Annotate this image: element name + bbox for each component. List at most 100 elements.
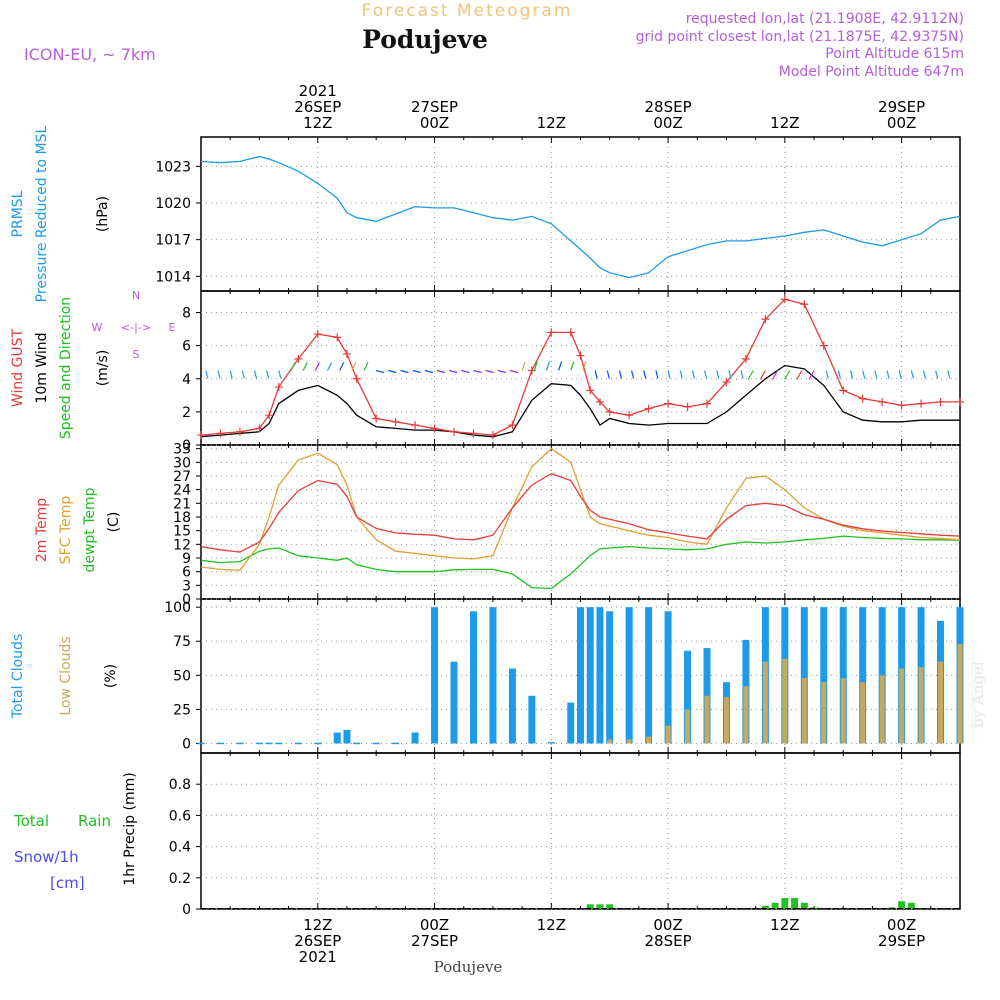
grid-point-coords: grid point closest lon,lat (21.1875E, 42…	[636, 29, 964, 45]
wind-direction-arrow	[618, 370, 623, 379]
y-tick-label: 1023	[155, 159, 191, 175]
wind-direction-arrow	[784, 370, 791, 380]
time-label-top: 28SEP	[645, 98, 692, 116]
bar-total-clouds	[820, 607, 828, 744]
clouds-label-total: Total Clouds	[10, 634, 26, 719]
gust-marker	[508, 421, 517, 430]
bar-total-clouds	[411, 732, 419, 744]
bar-low-clouds	[626, 739, 632, 744]
time-label-bottom: 12Z	[303, 916, 332, 934]
y-tick-label: 6	[182, 339, 191, 355]
wind-direction-arrow	[808, 370, 815, 380]
wind-direction-arrow	[716, 370, 720, 379]
y-tick-label: 12	[173, 537, 191, 553]
bar-total-clouds	[664, 611, 672, 744]
pressure-label-1: PRMSL	[10, 190, 26, 237]
temp-label-sfc: SFC Temp	[58, 496, 74, 565]
gust-marker	[197, 431, 205, 440]
wind-direction-arrow	[253, 370, 258, 379]
wind-direction-arrow	[679, 370, 683, 379]
y-tick-label: 18	[173, 510, 191, 526]
y-tick-label: 0	[182, 736, 191, 752]
wind-label-gust: Wind GUST	[10, 328, 26, 407]
compass-n: N	[132, 289, 140, 302]
wind-direction-arrow	[485, 369, 494, 374]
bar-low-clouds	[899, 668, 905, 744]
bar-total-clouds	[508, 668, 516, 744]
point-altitude: Point Altitude 615m	[825, 46, 964, 62]
gust-marker	[683, 402, 692, 411]
bar-total-rain	[898, 901, 906, 909]
wind-direction-arrow	[772, 370, 779, 380]
gust-marker	[342, 349, 351, 358]
bar-low-clouds	[821, 682, 827, 744]
time-label-top: 12Z	[303, 114, 332, 132]
pressure-label-2: Pressure Reduced to MSL	[34, 125, 50, 302]
wind-direction-arrow	[545, 361, 551, 371]
wind-direction-arrow	[740, 370, 744, 379]
y-tick-label: 24	[173, 483, 191, 499]
gust-marker	[839, 386, 848, 395]
wind-direction-arrow	[424, 369, 433, 374]
y-tick-label: 2	[182, 405, 191, 421]
bar-low-clouds	[860, 682, 866, 744]
compass-e: E	[169, 321, 176, 334]
wind-direction-arrow	[747, 370, 754, 380]
bar-total-clouds	[547, 742, 555, 744]
y-tick-label: 0	[182, 438, 191, 454]
bar-total-rain	[781, 898, 789, 909]
bar-total-clouds	[577, 607, 584, 744]
y-tick-label: 27	[173, 469, 191, 485]
y-tick-label: 0	[182, 592, 191, 608]
bar-total-clouds	[684, 650, 692, 744]
time-label-bottom: 29SEP	[878, 932, 925, 950]
gust-marker	[372, 414, 381, 423]
footer-location: Podujeve	[434, 958, 503, 976]
bar-low-clouds	[840, 678, 846, 744]
wind-direction-arrow	[509, 369, 519, 374]
bar-low-clouds	[665, 725, 671, 744]
wind-direction-arrow	[473, 369, 482, 374]
y-tick-label: 8	[182, 306, 191, 322]
wind-direction-arrow	[594, 370, 598, 379]
y-tick-label: 0	[182, 902, 191, 918]
wind-unit: (m/s)	[95, 350, 111, 387]
y-tick-label: 3	[182, 578, 191, 594]
wind-direction-arrow	[886, 370, 890, 379]
wind-direction-arrow	[898, 370, 902, 379]
y-tick-label: 33	[173, 442, 191, 458]
gust-marker	[956, 397, 964, 406]
pressure-unit: (hPa)	[95, 196, 111, 232]
gust-marker	[352, 374, 361, 383]
time-label-top: 12Z	[770, 114, 799, 132]
time-label-bottom: 12Z	[770, 916, 799, 934]
requested-coords: requested lon,lat (21.1908E, 42.9112N)	[686, 11, 964, 27]
gust-marker	[391, 417, 400, 426]
y-tick-label: 21	[173, 496, 191, 512]
wind-direction-arrow	[655, 370, 659, 379]
time-label-top: 27SEP	[411, 98, 458, 116]
wind-direction-arrow	[241, 370, 245, 379]
bar-total-clouds	[859, 607, 867, 744]
model-altitude: Model Point Altitude 647m	[779, 64, 964, 80]
wind-direction-arrow	[205, 370, 209, 379]
wind-direction-arrow	[837, 370, 841, 379]
time-label-top: 12Z	[537, 114, 566, 132]
y-tick-label: 0.6	[169, 808, 191, 824]
y-tick-label: 0.2	[169, 871, 191, 887]
wind-direction-arrow	[667, 370, 671, 379]
bar-total-rain	[771, 902, 779, 909]
bar-total-clouds	[333, 732, 341, 744]
y-tick-label: 25	[173, 702, 191, 718]
y-tick-label: 1017	[155, 233, 191, 249]
panel-frame	[200, 752, 961, 910]
precip-label-rain: Rain	[78, 812, 111, 830]
wind-compass: N <-|-> W E S	[92, 289, 176, 361]
y-tick-label: 30	[173, 455, 191, 471]
wind-direction-arrow	[363, 362, 369, 371]
panel-labels: PRMSL Pressure Reduced to MSL (hPa) Wind GU…	[10, 125, 138, 892]
gust-marker	[819, 341, 828, 350]
gust-marker	[488, 431, 497, 440]
